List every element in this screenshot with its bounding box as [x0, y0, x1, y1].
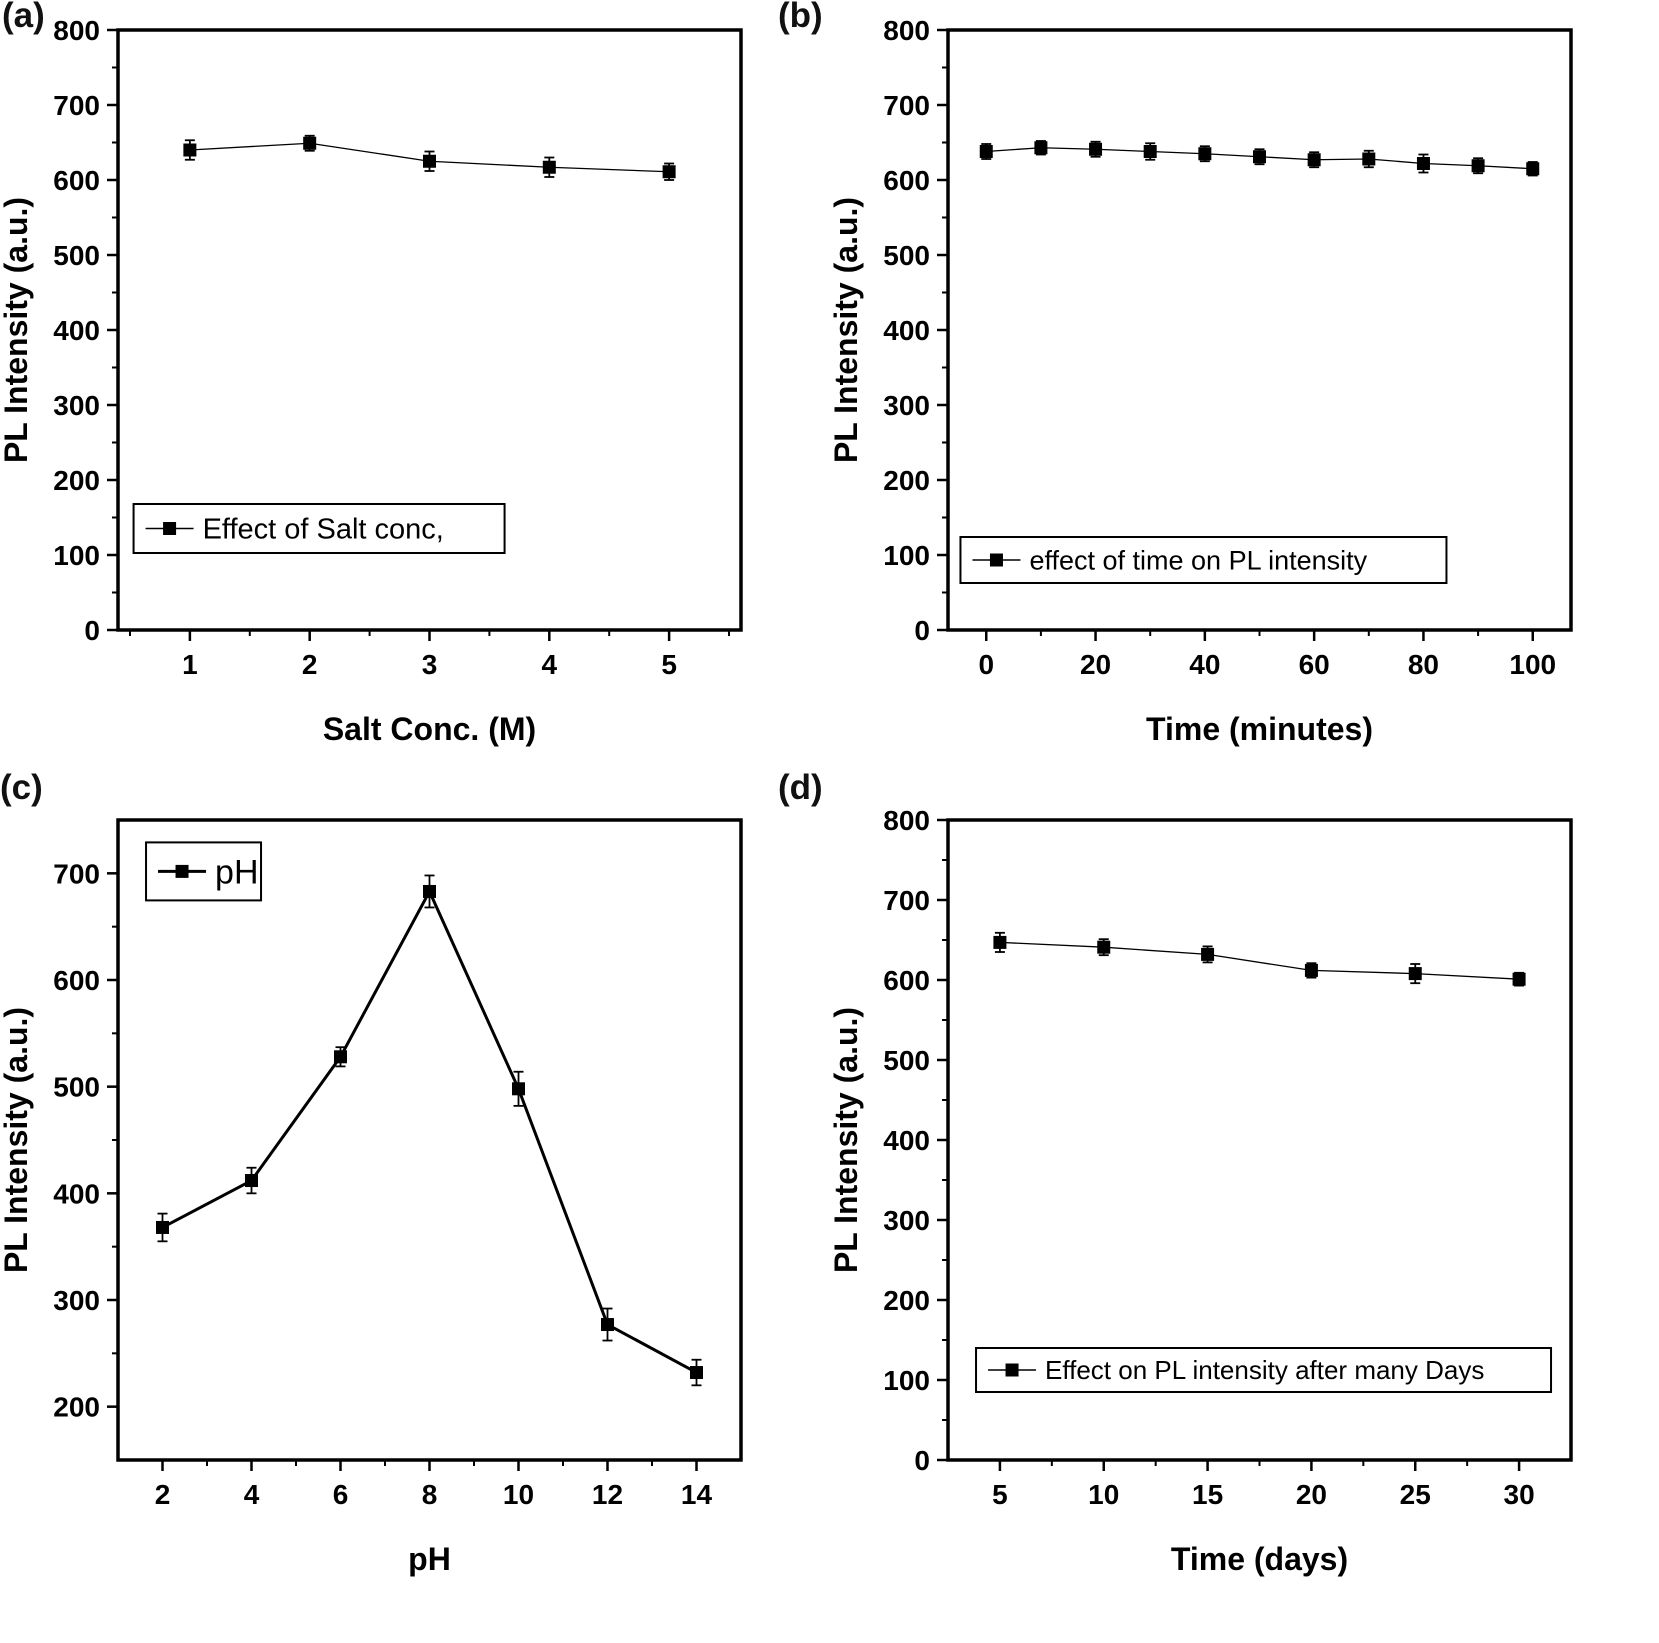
panel-label-d: (d) [778, 768, 823, 807]
svg-text:30: 30 [1504, 1479, 1535, 1510]
svg-text:12: 12 [592, 1479, 623, 1510]
svg-text:300: 300 [883, 1205, 930, 1236]
svg-text:0: 0 [914, 615, 930, 646]
axes-b: 0 20 40 60 80 100 0 100 200 300 400 500 600 700 800 Tim… [830, 15, 1573, 747]
svg-text:5: 5 [661, 649, 677, 680]
svg-text:PL Intensity (a.u.): PL Intensity (a.u.) [0, 197, 34, 463]
svg-text:400: 400 [53, 315, 100, 346]
panel-d: (d) 5 10 15 20 25 30 0 100 200 300 400 500 600 700 800… [778, 768, 1659, 1643]
svg-text:500: 500 [53, 1072, 100, 1103]
svg-text:2: 2 [302, 649, 318, 680]
axes-a: 1 2 3 4 5 0 100 200 300 400 500 600 700 800 Salt Conc.… [0, 15, 743, 747]
svg-text:600: 600 [53, 165, 100, 196]
svg-text:Time (days): Time (days) [1171, 1541, 1348, 1577]
svg-text:80: 80 [1408, 649, 1439, 680]
svg-text:500: 500 [53, 240, 100, 271]
chart-c-ph: 2 4 6 8 10 12 14 200 300 400 500 600 700 pH PL Intensi… [0, 818, 743, 1577]
markers-b [979, 141, 1540, 176]
svg-text:700: 700 [53, 90, 100, 121]
svg-text:200: 200 [883, 1285, 930, 1316]
panel-label-c: (c) [0, 768, 43, 807]
svg-text:pH: pH [408, 1541, 451, 1577]
legend-b: effect of time on PL intensity [959, 536, 1448, 584]
svg-text:pH: pH [215, 853, 258, 891]
panel-c: (c) 2 4 6 8 10 12 14 200 300 400 500 600 700 pH PL Int… [0, 768, 830, 1643]
panel-b: (b) 0 20 40 60 80 100 0 100 200 300 400 500 600 700 80… [778, 0, 1659, 780]
svg-text:300: 300 [53, 1285, 100, 1316]
chart-a-salt-conc: 1 2 3 4 5 0 100 200 300 400 500 600 700 800 Salt Conc.… [0, 15, 743, 747]
legend-d: Effect on PL intensity after many Days [975, 1347, 1553, 1393]
svg-text:800: 800 [883, 805, 930, 836]
svg-text:800: 800 [53, 15, 100, 46]
svg-text:200: 200 [883, 465, 930, 496]
legend-a: Effect of Salt conc, [132, 503, 506, 554]
error-bars-c [157, 874, 702, 1387]
svg-text:40: 40 [1189, 649, 1220, 680]
svg-text:500: 500 [883, 1045, 930, 1076]
svg-text:10: 10 [503, 1479, 534, 1510]
svg-text:500: 500 [883, 240, 930, 271]
svg-text:PL Intensity (a.u.): PL Intensity (a.u.) [0, 1007, 34, 1273]
svg-text:4: 4 [542, 649, 558, 680]
svg-text:Effect on PL intensity after m: Effect on PL intensity after many Days [1045, 1355, 1484, 1385]
svg-text:800: 800 [883, 15, 930, 46]
markers-d [993, 935, 1526, 986]
markers-a [183, 136, 676, 179]
chart-b-time-minutes: 0 20 40 60 80 100 0 100 200 300 400 500 600 700 800 Tim… [830, 15, 1573, 747]
svg-text:4: 4 [244, 1479, 260, 1510]
svg-text:effect of time on PL intensity: effect of time on PL intensity [1029, 545, 1367, 575]
axes-d: 5 10 15 20 25 300100200300400500600700800Time… [830, 805, 1573, 1577]
svg-text:1: 1 [182, 649, 198, 680]
svg-text:200: 200 [53, 465, 100, 496]
error-bars-d [994, 931, 1525, 987]
svg-text:200: 200 [53, 1392, 100, 1423]
svg-text:25: 25 [1400, 1479, 1431, 1510]
svg-text:Time (minutes): Time (minutes) [1146, 711, 1373, 747]
svg-text:14: 14 [681, 1479, 713, 1510]
svg-text:Effect of Salt conc,: Effect of Salt conc, [203, 514, 444, 546]
svg-text:600: 600 [883, 965, 930, 996]
legend-c: pH [145, 841, 263, 902]
axes-c: 2 4 6 8 10 12 14 200 300 400 500 600 700 pH PL Intensi… [0, 818, 743, 1577]
panel-label-b: (b) [778, 0, 823, 35]
svg-text:100: 100 [1509, 649, 1556, 680]
svg-text:PL Intensity (a.u.): PL Intensity (a.u.) [830, 197, 864, 463]
svg-text:Salt Conc. (M): Salt Conc. (M) [323, 711, 536, 747]
svg-text:400: 400 [883, 315, 930, 346]
panel-a: (a) 1 2 3 4 5 0 100 200 300 400 500 600 700 800 Salt C… [0, 0, 830, 780]
svg-text:6: 6 [333, 1479, 349, 1510]
svg-text:0: 0 [978, 649, 994, 680]
svg-text:8: 8 [422, 1479, 438, 1510]
series-c [161, 888, 698, 1374]
svg-text:60: 60 [1299, 649, 1330, 680]
svg-text:10: 10 [1088, 1479, 1119, 1510]
markers-c [156, 884, 703, 1380]
svg-text:0: 0 [914, 1445, 930, 1476]
svg-text:20: 20 [1080, 649, 1111, 680]
svg-text:700: 700 [883, 885, 930, 916]
svg-text:15: 15 [1192, 1479, 1223, 1510]
svg-text:100: 100 [883, 1365, 930, 1396]
svg-text:700: 700 [53, 858, 100, 889]
svg-text:5: 5 [992, 1479, 1008, 1510]
svg-text:2: 2 [155, 1479, 171, 1510]
svg-text:0: 0 [84, 615, 100, 646]
panel-label-a: (a) [2, 0, 45, 35]
svg-text:600: 600 [53, 965, 100, 996]
svg-text:400: 400 [53, 1178, 100, 1209]
svg-text:700: 700 [883, 90, 930, 121]
svg-text:300: 300 [883, 390, 930, 421]
svg-text:20: 20 [1296, 1479, 1327, 1510]
svg-text:100: 100 [883, 540, 930, 571]
svg-text:100: 100 [53, 540, 100, 571]
svg-text:300: 300 [53, 390, 100, 421]
svg-text:PL Intensity (a.u.): PL Intensity (a.u.) [830, 1007, 864, 1273]
svg-text:400: 400 [883, 1125, 930, 1156]
series-d [999, 941, 1520, 980]
svg-text:3: 3 [422, 649, 438, 680]
svg-text:600: 600 [883, 165, 930, 196]
chart-d-time-days: 5 10 15 20 25 300100200300400500600700800Time… [830, 805, 1573, 1577]
